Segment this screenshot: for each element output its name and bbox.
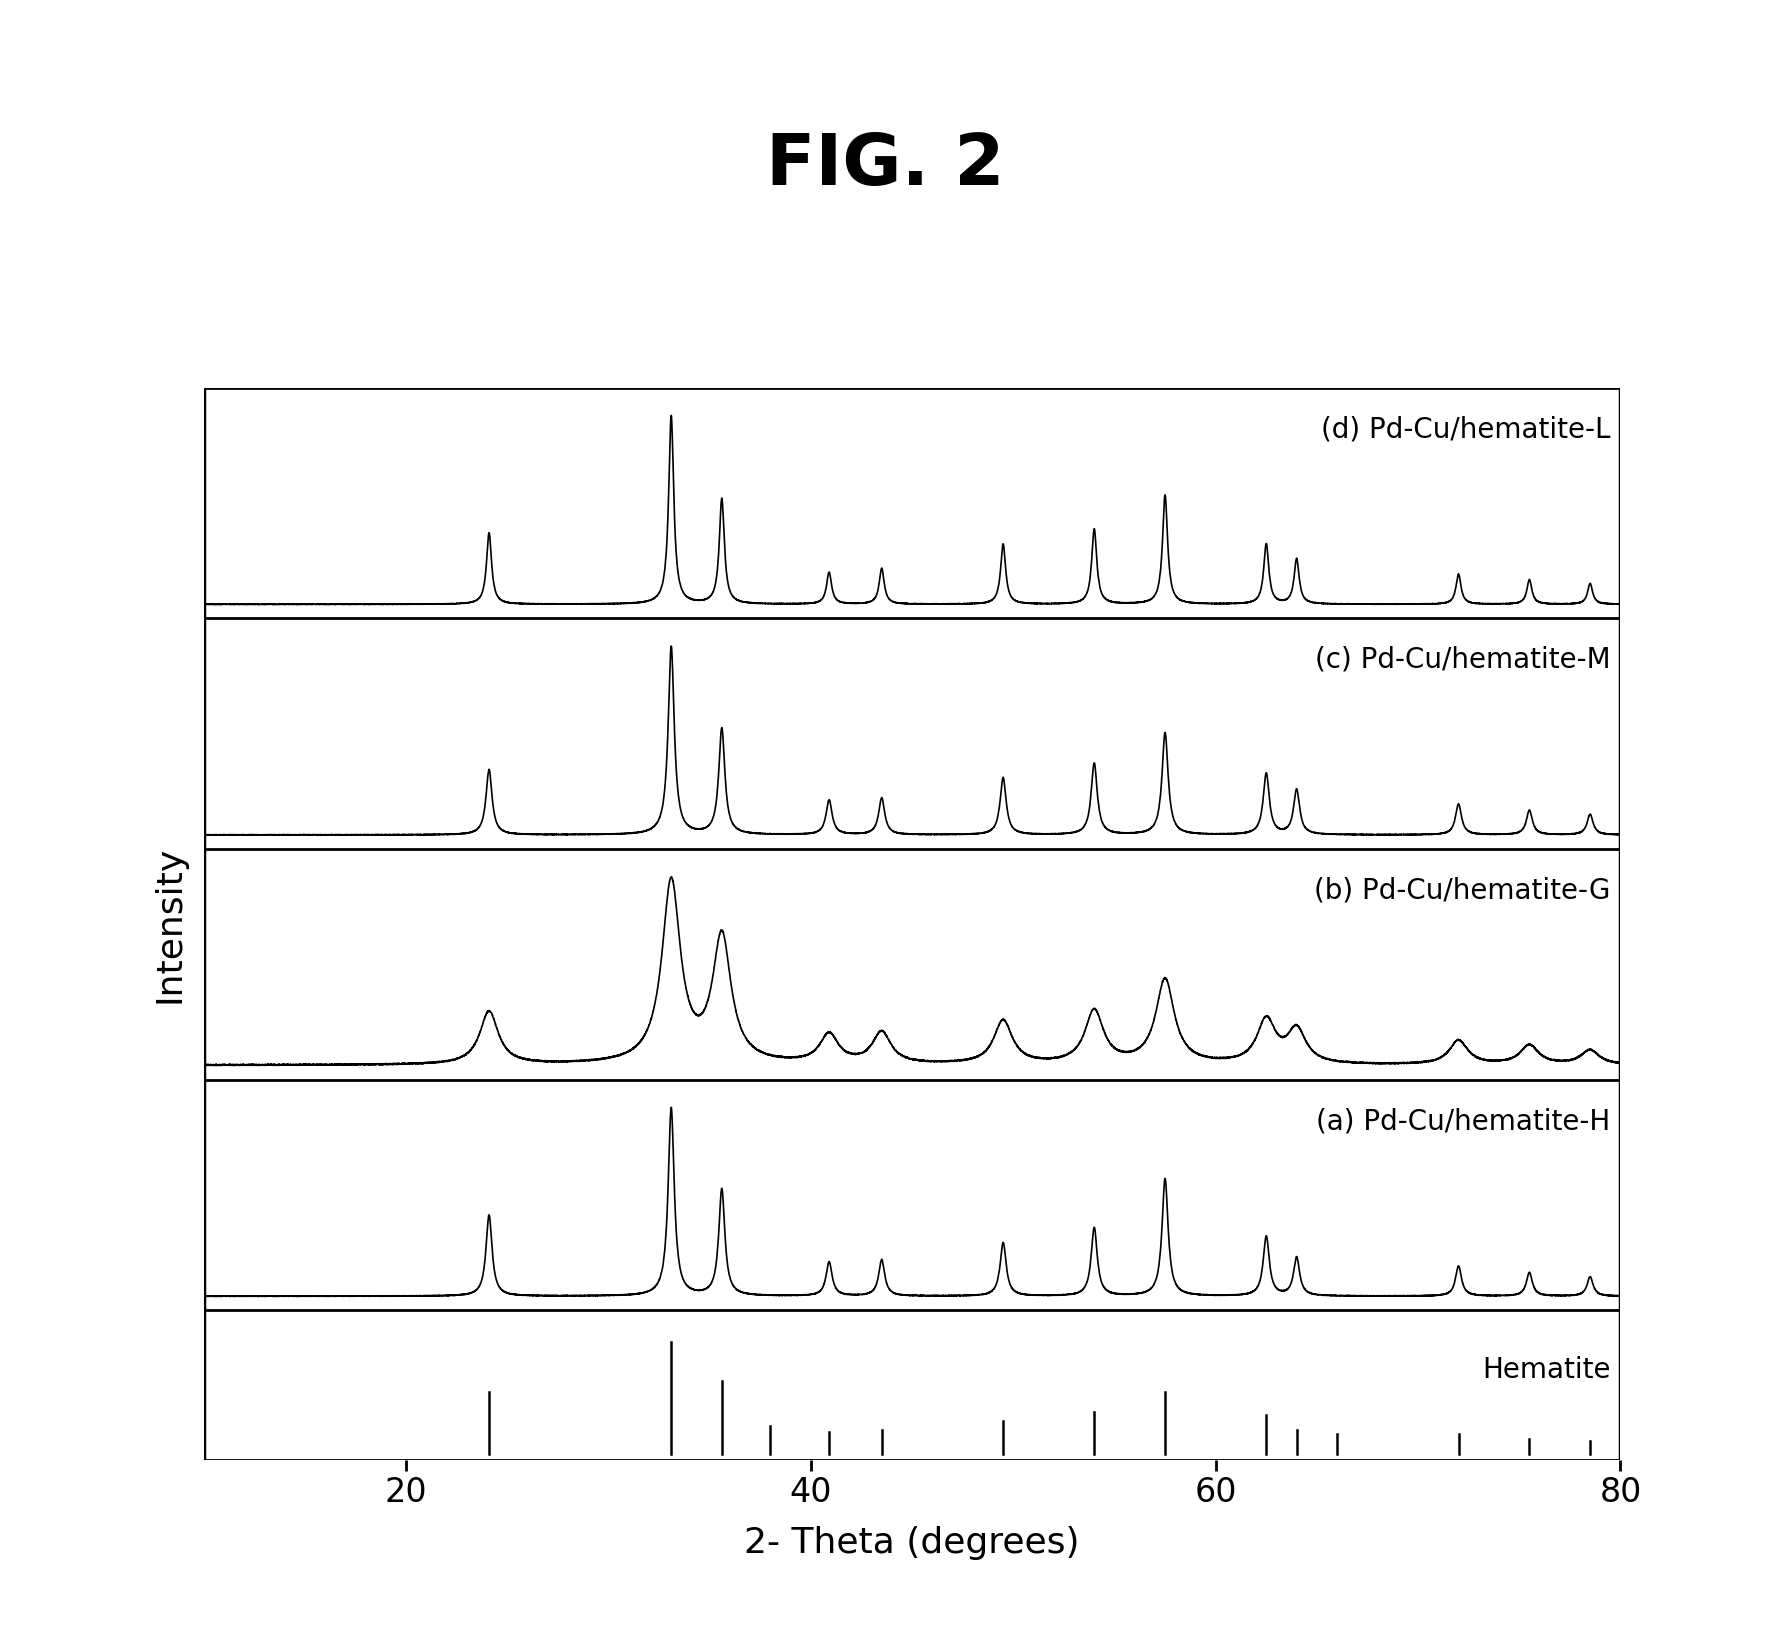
Text: Hematite: Hematite [1482,1356,1610,1384]
Text: (c) Pd-Cu/hematite-M: (c) Pd-Cu/hematite-M [1314,645,1610,673]
Text: (d) Pd-Cu/hematite-L: (d) Pd-Cu/hematite-L [1321,416,1610,444]
X-axis label: 2- Theta (degrees): 2- Theta (degrees) [744,1526,1080,1559]
Y-axis label: Intensity: Intensity [152,845,188,1003]
Text: FIG. 2: FIG. 2 [767,130,1004,200]
Text: (a) Pd-Cu/hematite-H: (a) Pd-Cu/hematite-H [1316,1107,1610,1135]
Text: (b) Pd-Cu/hematite-G: (b) Pd-Cu/hematite-G [1314,876,1610,904]
